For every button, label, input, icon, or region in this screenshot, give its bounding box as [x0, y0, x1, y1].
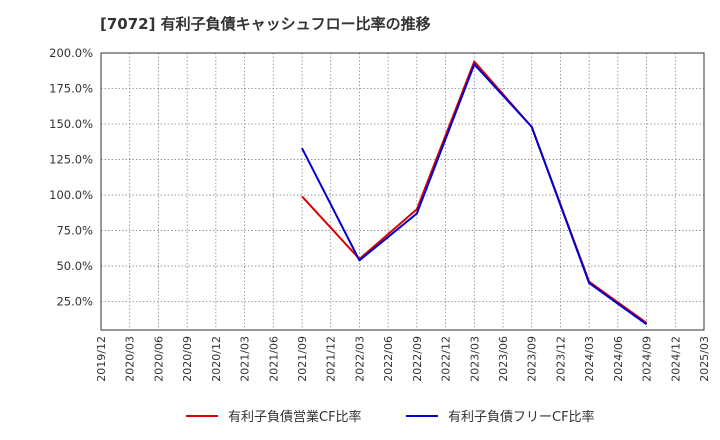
x-tick-label: 2020/09 [181, 336, 194, 382]
y-tick-label: 175.0% [49, 82, 93, 96]
x-tick-label: 2023/09 [526, 336, 539, 382]
x-tick-label: 2022/06 [382, 336, 395, 382]
legend-label-free-cf: 有利子負債フリーCF比率 [448, 410, 595, 425]
legend-label-operating-cf: 有利子負債営業CF比率 [228, 410, 362, 425]
legend-item-free-cf: 有利子負債フリーCF比率 [406, 406, 595, 425]
x-tick-label: 2023/03 [468, 336, 481, 382]
line-chart: 200.0% 175.0% 150.0% 125.0% 100.0% 75.0% 50.0%… [49, 46, 711, 382]
y-axis-tick-labels: 200.0% 175.0% 150.0% 125.0% 100.0% 75.0% 50.0%… [49, 46, 93, 309]
x-tick-label: 2021/09 [296, 336, 309, 382]
x-tick-label: 2022/03 [353, 336, 366, 382]
x-tick-label: 2024/06 [612, 336, 625, 382]
x-tick-label: 2024/03 [583, 336, 596, 382]
legend-swatch-operating-cf [186, 414, 218, 417]
x-axis-tick-labels: 2019/12 2020/03 2020/06 2020/09 2020/12 2021/… [95, 336, 711, 382]
x-tick-label: 2024/12 [669, 336, 682, 382]
x-tick-label: 2020/03 [124, 336, 137, 382]
plot-area [100, 52, 705, 331]
x-tick-label: 2022/09 [411, 336, 424, 382]
x-tick-label: 2020/06 [152, 336, 165, 382]
x-tick-label: 2023/06 [497, 336, 510, 382]
x-tick-label: 2024/09 [641, 336, 654, 382]
legend: 有利子負債営業CF比率 有利子負債フリーCF比率 [0, 400, 720, 430]
x-tick-label: 2025/03 [698, 336, 711, 382]
vertical-gridlines [129, 53, 676, 330]
legend-item-operating-cf: 有利子負債営業CF比率 [186, 406, 362, 425]
y-tick-label: 150.0% [49, 117, 93, 131]
y-tick-label: 125.0% [49, 153, 93, 167]
y-tick-label: 50.0% [56, 259, 93, 273]
x-tick-label: 2021/06 [267, 336, 280, 382]
y-tick-label: 75.0% [56, 224, 93, 238]
x-tick-label: 2023/12 [554, 336, 567, 382]
x-tick-label: 2022/12 [440, 336, 453, 382]
horizontal-gridlines [101, 88, 704, 302]
chart-title: [7072] 有利子負債キャッシュフロー比率の推移 [100, 15, 431, 33]
x-tick-label: 2021/03 [239, 336, 252, 382]
x-tick-label: 2021/12 [325, 336, 338, 382]
series-line-0 [301, 60, 648, 324]
x-tick-label: 2020/12 [210, 336, 223, 382]
series-lines [301, 60, 648, 326]
y-tick-label: 100.0% [49, 188, 93, 202]
legend-swatch-free-cf [406, 414, 438, 417]
y-tick-label: 200.0% [49, 46, 93, 60]
y-tick-label: 25.0% [56, 295, 93, 309]
x-tick-label: 2019/12 [95, 336, 108, 382]
